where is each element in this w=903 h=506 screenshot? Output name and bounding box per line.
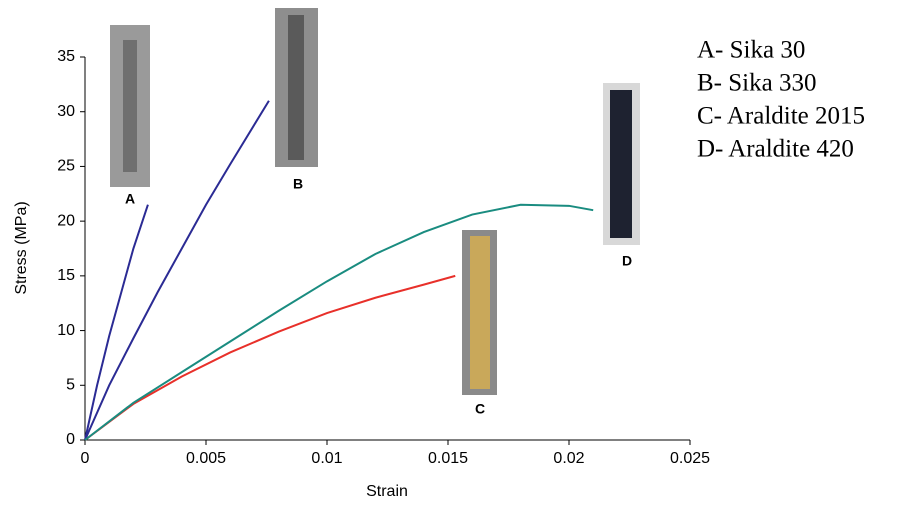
legend-entry: D- Araldite 420	[697, 136, 854, 163]
x-tick-label: 0.005	[186, 450, 226, 467]
photo-label: C	[475, 401, 485, 417]
photo-c-specimen	[470, 236, 490, 389]
specimen-photos	[110, 8, 640, 395]
x-axis-label: Strain	[366, 483, 408, 500]
y-tick-label: 15	[57, 267, 75, 284]
x-tick-label: 0	[81, 450, 90, 467]
x-tick-label: 0.01	[311, 450, 342, 467]
curve	[84, 203, 594, 441]
curve	[84, 204, 149, 441]
legend-entry: A- Sika 30	[697, 37, 805, 64]
y-tick-label: 20	[57, 212, 75, 229]
x-tick-label: 0.02	[553, 450, 584, 467]
y-tick-label: 0	[66, 431, 75, 448]
photo-d-specimen	[610, 90, 632, 238]
y-tick-label: 25	[57, 158, 75, 175]
legend-entry: C- Araldite 2015	[697, 103, 865, 130]
y-tick-label: 30	[57, 103, 75, 120]
curve	[84, 100, 270, 441]
photo-label: A	[125, 191, 135, 207]
y-tick-label: 10	[57, 322, 75, 339]
legend-entry: B- Sika 330	[697, 70, 816, 97]
curve	[84, 274, 456, 441]
photo-label: B	[293, 176, 303, 192]
y-tick-label: 35	[57, 48, 75, 65]
photo-a-specimen	[123, 40, 137, 172]
x-tick-label: 0.015	[428, 450, 468, 467]
photo-b-specimen	[288, 15, 304, 160]
y-axis-label: Stress (MPa)	[13, 201, 30, 294]
y-tick-label: 5	[66, 377, 75, 394]
x-tick-label: 0.025	[670, 450, 710, 467]
photo-label: D	[622, 253, 632, 269]
